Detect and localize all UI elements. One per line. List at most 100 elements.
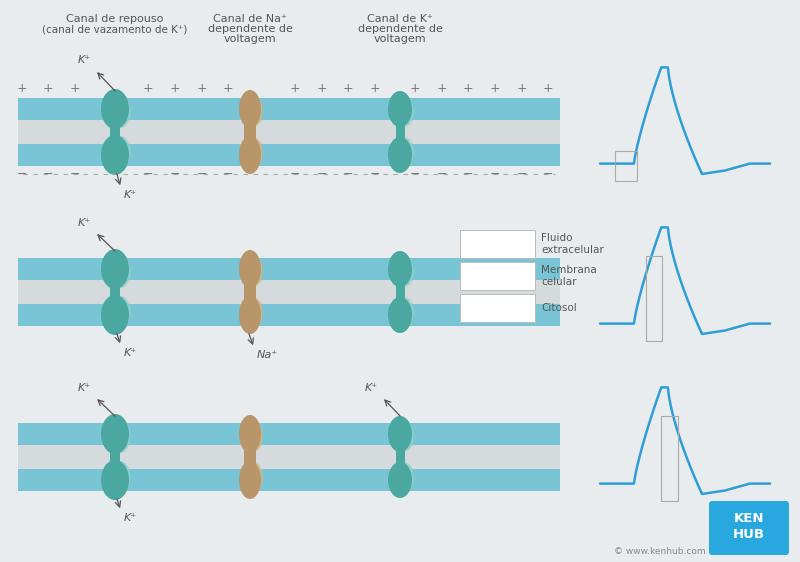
Ellipse shape — [101, 89, 129, 129]
Bar — [18, 144, 560, 166]
Bar — [18, 98, 560, 120]
Ellipse shape — [110, 94, 130, 128]
Ellipse shape — [247, 298, 262, 328]
Bar — [244, 280, 256, 304]
Bar — [460, 262, 535, 290]
Bar — [18, 304, 560, 326]
Bar — [18, 445, 560, 469]
Text: +: + — [222, 83, 234, 96]
Text: −: − — [17, 167, 27, 180]
Ellipse shape — [247, 138, 262, 168]
Ellipse shape — [239, 250, 261, 288]
Ellipse shape — [110, 136, 130, 170]
Text: Canal de repouso: Canal de repouso — [66, 14, 164, 24]
Bar — [110, 280, 120, 304]
Bar — [395, 280, 405, 304]
Text: +: + — [342, 83, 354, 96]
Ellipse shape — [239, 461, 261, 499]
Text: dependente de: dependente de — [358, 24, 442, 34]
Text: voltagem: voltagem — [224, 34, 276, 44]
Text: −: − — [197, 167, 207, 180]
Ellipse shape — [388, 137, 412, 173]
Ellipse shape — [101, 249, 129, 289]
Text: Membrana
celular: Membrana celular — [541, 265, 597, 287]
Ellipse shape — [388, 91, 412, 127]
Bar — [18, 280, 560, 304]
Text: Canal de Na⁺: Canal de Na⁺ — [213, 14, 287, 24]
Ellipse shape — [388, 251, 412, 287]
Ellipse shape — [110, 254, 130, 288]
Text: −: − — [222, 167, 234, 180]
Text: +: + — [517, 83, 527, 96]
Ellipse shape — [396, 96, 414, 126]
Text: KEN: KEN — [734, 511, 764, 524]
Bar — [662, 416, 678, 501]
Text: −: − — [437, 167, 447, 180]
Ellipse shape — [239, 90, 261, 128]
Bar — [18, 258, 560, 280]
Ellipse shape — [101, 460, 129, 500]
Text: HUB: HUB — [733, 528, 765, 541]
Text: +: + — [437, 83, 447, 96]
Text: Citosol: Citosol — [541, 303, 577, 313]
Text: Fluido
extracelular: Fluido extracelular — [541, 233, 604, 255]
Text: −: − — [142, 167, 154, 180]
Ellipse shape — [247, 463, 262, 493]
Ellipse shape — [388, 297, 412, 333]
Text: +: + — [170, 83, 180, 96]
FancyBboxPatch shape — [709, 501, 789, 555]
Bar — [18, 469, 560, 491]
Text: K⁺: K⁺ — [124, 190, 137, 200]
Text: −: − — [370, 167, 380, 180]
Text: (canal de vazamento de K⁺): (canal de vazamento de K⁺) — [42, 24, 188, 34]
Bar — [18, 423, 560, 445]
Text: −: − — [462, 167, 474, 180]
Text: voltagem: voltagem — [374, 34, 426, 44]
Ellipse shape — [396, 463, 414, 493]
Text: K⁺: K⁺ — [78, 383, 91, 393]
Ellipse shape — [396, 138, 414, 168]
Ellipse shape — [396, 421, 414, 451]
Text: Canal de K⁺: Canal de K⁺ — [367, 14, 433, 24]
Text: +: + — [490, 83, 500, 96]
Ellipse shape — [101, 135, 129, 175]
Text: +: + — [542, 83, 554, 96]
Text: −: − — [410, 167, 420, 180]
Text: K⁺: K⁺ — [124, 348, 137, 358]
Ellipse shape — [247, 96, 262, 126]
Text: −: − — [542, 167, 554, 180]
Text: −: − — [290, 167, 300, 180]
Text: −: − — [170, 167, 180, 180]
Bar — [110, 445, 120, 469]
Ellipse shape — [396, 298, 414, 328]
Text: −: − — [317, 167, 327, 180]
Bar — [244, 120, 256, 144]
Text: K⁺: K⁺ — [124, 513, 137, 523]
Text: +: + — [142, 83, 154, 96]
Text: dependente de: dependente de — [207, 24, 293, 34]
Text: +: + — [290, 83, 300, 96]
Ellipse shape — [110, 419, 130, 453]
Text: −: − — [342, 167, 354, 180]
Text: +: + — [370, 83, 380, 96]
Bar — [110, 120, 120, 144]
Bar — [460, 230, 535, 258]
Ellipse shape — [110, 461, 130, 495]
Bar — [460, 294, 535, 322]
Text: © www.kenhub.com: © www.kenhub.com — [614, 547, 706, 556]
Text: +: + — [70, 83, 80, 96]
Ellipse shape — [247, 256, 262, 286]
Bar — [646, 256, 662, 341]
Ellipse shape — [239, 136, 261, 174]
Text: +: + — [17, 83, 27, 96]
Text: +: + — [462, 83, 474, 96]
Bar — [395, 445, 405, 469]
Ellipse shape — [101, 414, 129, 454]
Text: +: + — [410, 83, 420, 96]
Ellipse shape — [239, 296, 261, 334]
Text: −: − — [517, 167, 527, 180]
Text: +: + — [317, 83, 327, 96]
Ellipse shape — [388, 462, 412, 498]
Bar — [18, 120, 560, 144]
Ellipse shape — [396, 256, 414, 286]
